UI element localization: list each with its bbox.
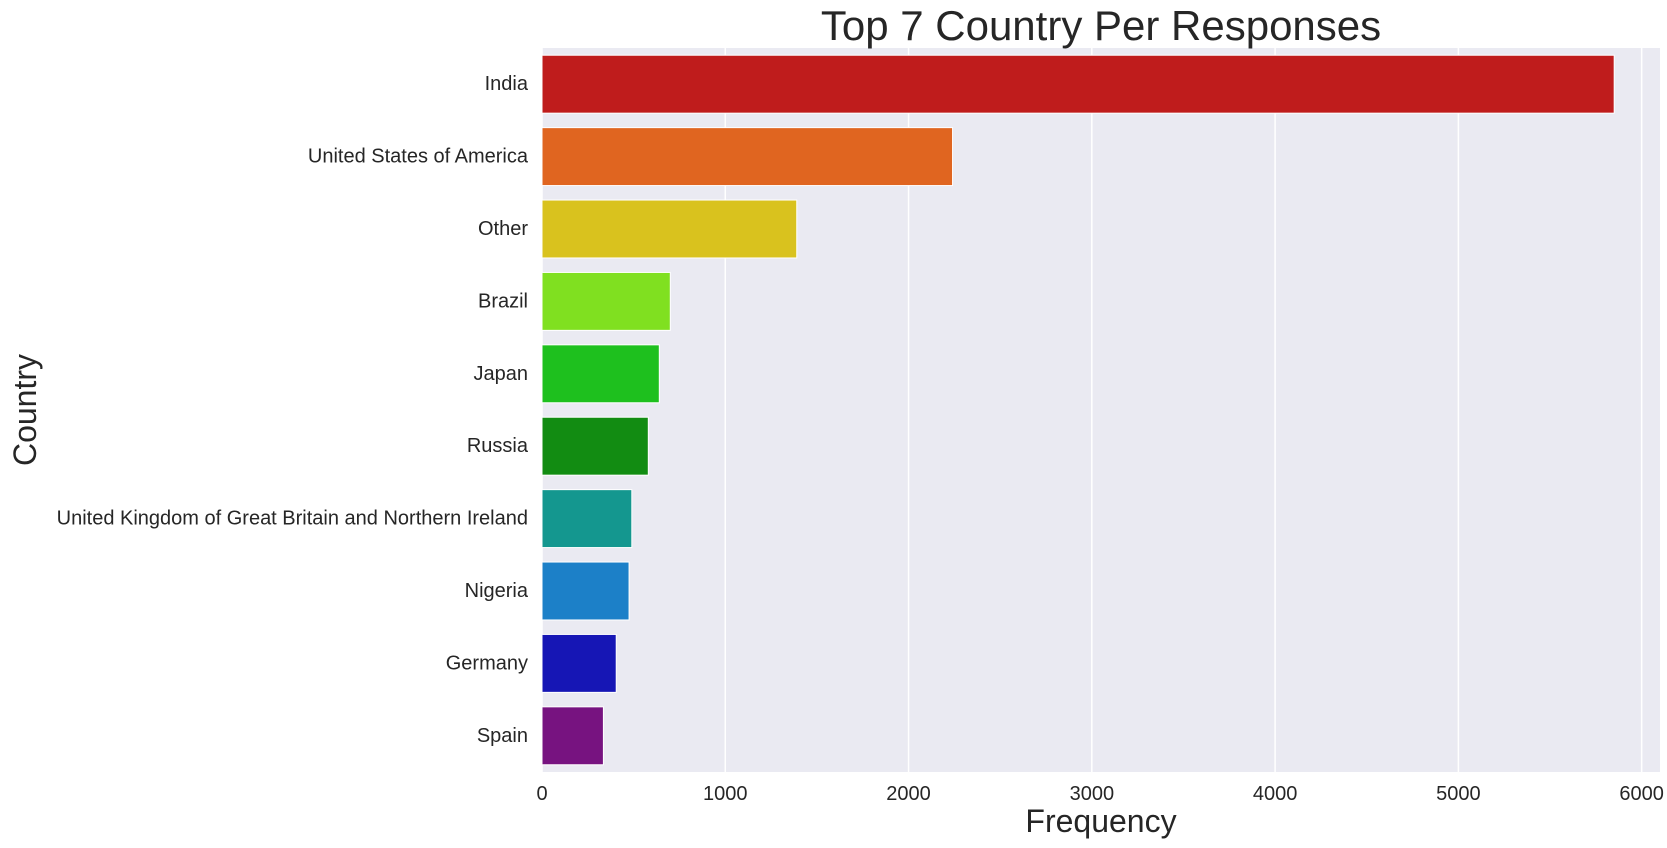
y-tick-label: United Kingdom of Great Britain and Nort…	[57, 508, 528, 530]
x-tick-label: 2000	[886, 783, 931, 805]
y-tick-label: Germany	[446, 652, 528, 674]
y-tick-label: United States of America	[308, 146, 529, 168]
y-tick-label: Nigeria	[465, 580, 529, 602]
bar	[541, 127, 954, 187]
bar	[541, 199, 798, 259]
bar	[541, 271, 671, 331]
bar	[541, 344, 660, 404]
bars	[541, 54, 1615, 766]
bar	[541, 416, 649, 476]
bar	[541, 489, 633, 549]
y-tick-labels: India United States of America Other Brazil…	[57, 73, 529, 747]
x-tick-label: 0	[536, 783, 547, 805]
x-tick-labels: 0 1000 2000 3000 4000 5000 6000	[536, 783, 1663, 805]
x-tick-label: 6000	[1619, 783, 1664, 805]
y-tick-label: Japan	[474, 363, 529, 385]
y-tick-label: Russia	[467, 435, 529, 457]
x-tick-label: 1000	[703, 783, 748, 805]
y-tick-label: Spain	[477, 725, 528, 747]
x-tick-label: 5000	[1436, 783, 1481, 805]
y-axis-title: Country	[7, 354, 43, 466]
x-axis-title: Frequency	[1025, 803, 1176, 839]
x-tick-label: 4000	[1253, 783, 1298, 805]
bar	[541, 633, 617, 693]
y-tick-label: Other	[478, 218, 528, 240]
bar	[541, 706, 604, 766]
y-tick-label: India	[485, 73, 529, 95]
bar	[541, 54, 1615, 114]
bar	[541, 561, 630, 621]
y-tick-label: Brazil	[478, 290, 528, 312]
chart-title: Top 7 Country Per Responses	[821, 2, 1381, 49]
x-tick-label: 3000	[1070, 783, 1115, 805]
